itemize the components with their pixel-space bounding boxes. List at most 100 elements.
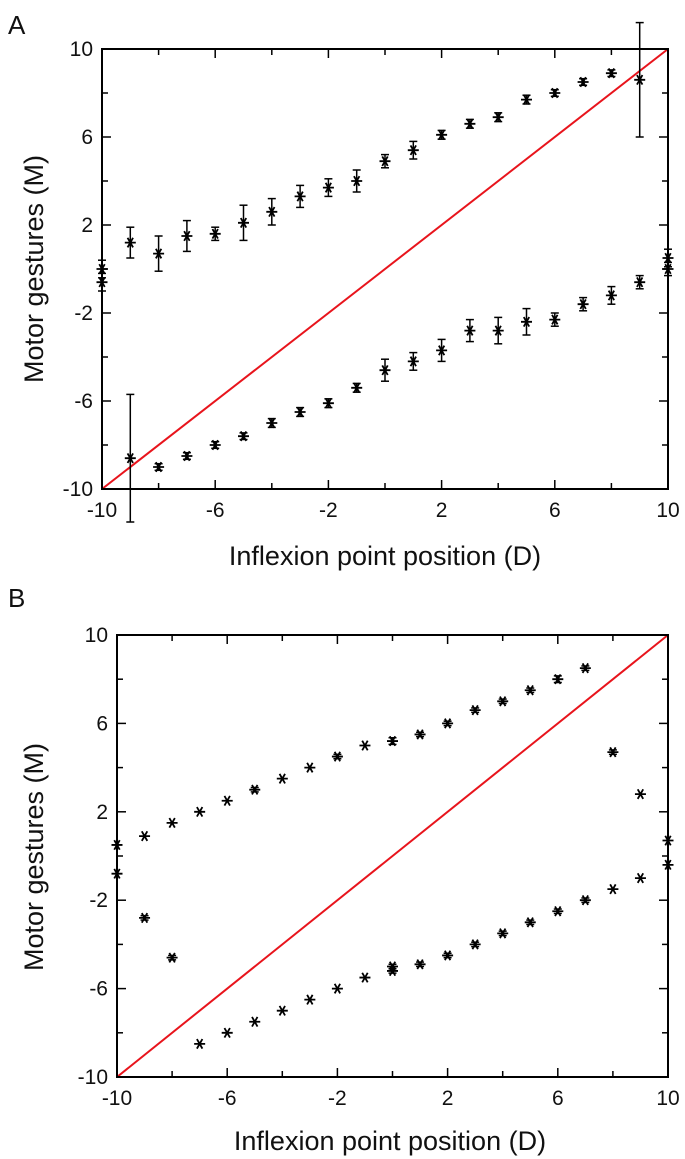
asterisk-marker (492, 325, 504, 336)
asterisk-marker (359, 740, 371, 751)
asterisk-marker (379, 155, 391, 167)
data-point (331, 751, 343, 762)
data-point (322, 178, 334, 198)
data-point (497, 696, 509, 707)
asterisk-marker (387, 965, 398, 977)
data-point (304, 994, 316, 1005)
data-points (111, 662, 674, 1050)
asterisk-marker (266, 417, 278, 429)
asterisk-marker (351, 175, 363, 187)
data-point (359, 740, 371, 751)
asterisk-marker (579, 894, 591, 906)
data-point (387, 735, 398, 747)
data-point (407, 140, 419, 160)
asterisk-marker (607, 746, 619, 758)
x-axis-title: Inflexion point position (D) (234, 1126, 546, 1156)
asterisk-marker (181, 230, 193, 242)
asterisk-marker (524, 685, 536, 696)
asterisk-marker (464, 325, 476, 336)
x-tick-label: 6 (552, 1087, 564, 1110)
data-point (166, 817, 178, 829)
asterisk-marker (605, 290, 617, 301)
data-point (359, 972, 371, 983)
data-point (549, 87, 561, 99)
data-point (139, 830, 151, 842)
asterisk-marker (407, 356, 419, 367)
asterisk-marker (407, 144, 419, 156)
asterisk-marker (442, 718, 454, 729)
asterisk-marker (552, 673, 564, 685)
y-tick-label: -6 (89, 978, 108, 1001)
asterisk-marker (194, 806, 206, 818)
data-point (414, 959, 426, 970)
y-tick-label: 6 (96, 712, 108, 735)
data-point (552, 906, 564, 917)
data-point (294, 184, 306, 209)
y-tick-label: 2 (81, 214, 93, 237)
panel-label: A (8, 10, 26, 40)
panel-b: B -10 -6 -2 2 6 10 -10 -6 -2 2 6 10 Inflexion point… (8, 583, 680, 1156)
data-point (221, 795, 233, 806)
data-point (436, 129, 448, 141)
asterisk-marker (379, 364, 391, 376)
y-tick-label: 6 (81, 126, 93, 149)
data-point (379, 153, 391, 169)
data-point (249, 784, 261, 795)
asterisk-marker (549, 87, 561, 99)
data-point (294, 406, 306, 418)
data-point (521, 94, 532, 105)
asterisk-marker (436, 345, 448, 356)
asterisk-marker (331, 983, 343, 994)
data-point (414, 729, 426, 740)
data-point (497, 928, 509, 939)
data-point (469, 939, 481, 950)
data-point (266, 417, 278, 429)
data-point (387, 965, 398, 977)
asterisk-marker (442, 950, 454, 961)
asterisk-marker (294, 191, 306, 202)
x-tick-label: 10 (656, 499, 679, 522)
asterisk-marker (464, 118, 476, 130)
asterisk-marker (577, 76, 589, 88)
x-tick-label: 10 (656, 1087, 679, 1110)
axis-ticks: -10 -6 -2 2 6 10 -10 -6 -2 2 6 10 (78, 624, 680, 1110)
data-point (276, 1005, 288, 1016)
data-point (492, 316, 504, 345)
data-point (304, 762, 316, 773)
panel-label: B (8, 583, 25, 613)
asterisk-marker (139, 912, 151, 924)
data-points (96, 21, 674, 523)
x-tick-label: -6 (206, 499, 225, 522)
asterisk-marker (521, 316, 532, 328)
x-tick-label: 6 (549, 499, 561, 522)
data-point (322, 397, 334, 409)
asterisk-marker (238, 430, 249, 442)
data-point (276, 773, 288, 784)
y-axis-title: Motor gestures (M) (19, 155, 49, 383)
data-point (153, 235, 165, 272)
data-point (605, 285, 617, 305)
data-point (194, 1038, 206, 1050)
asterisk-marker (549, 314, 561, 325)
asterisk-marker (166, 817, 178, 829)
asterisk-marker (387, 735, 398, 747)
data-point (469, 704, 481, 716)
asterisk-marker (497, 928, 509, 939)
data-point (634, 21, 646, 138)
data-point (577, 296, 589, 312)
asterisk-marker (249, 1016, 261, 1027)
asterisk-marker (209, 228, 221, 240)
asterisk-marker (181, 450, 193, 462)
reference-line-layer (101, 48, 669, 490)
y-tick-label: 2 (96, 801, 108, 824)
axis-ticks: -10 -6 -2 2 6 10 -10 -6 -2 2 6 10 (63, 38, 680, 522)
asterisk-marker (436, 129, 448, 141)
asterisk-marker (294, 406, 306, 418)
data-point (442, 718, 454, 729)
data-point (194, 806, 206, 818)
asterisk-marker (359, 972, 371, 983)
x-tick-label: 2 (436, 499, 448, 522)
asterisk-marker (153, 461, 165, 473)
y-tick-label: -10 (63, 478, 93, 501)
